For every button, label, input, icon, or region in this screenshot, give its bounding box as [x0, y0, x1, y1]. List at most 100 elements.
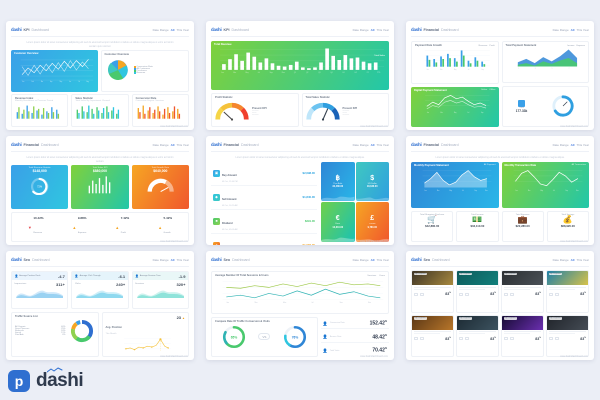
account-date: 08 Oct, 12:40 PM	[222, 181, 238, 184]
date-range-control[interactable]: Date Range All This Year	[153, 258, 189, 262]
total-payment-area-card[interactable]: Total Payment Statement Income Expense 1…	[501, 41, 589, 83]
svg-text:Jan: Jan	[22, 81, 24, 83]
dividend-row[interactable]: ■ Dividend 08 Oct, 09:05 AM $391.00	[211, 210, 317, 234]
media-tile-6[interactable]: Top Keyword 83%	[456, 314, 499, 357]
date-range-control[interactable]: Date Range All This Year	[353, 143, 389, 147]
media-tile-5[interactable]: Top Keyword 83%	[411, 314, 454, 357]
sales-bars-green-card[interactable]: Sales Statistic Total Sales By Departmen…	[71, 93, 129, 127]
buy-amount-row-2[interactable]: ● Buy Amount 07 Oct, 04:42 PM $1,082.00	[211, 234, 317, 245]
slide-1[interactable]: dashi KPI Dashboard Date Range All This …	[6, 21, 194, 130]
monthly-transaction-line-card[interactable]: Monthly Transaction Rate All Transaction…	[501, 161, 589, 209]
tag: Offline	[489, 89, 496, 91]
coins-tile[interactable]: Total Savings 💰 $68,920.00	[546, 211, 589, 242]
media-tile-1[interactable]: Top Keyword 83%	[411, 270, 454, 313]
buy-amount-row[interactable]: ▣ Buy Amount 08 Oct, 12:40 PM $2,698.00	[211, 162, 317, 186]
revenue-bars-blue-card[interactable]: Revenue Index Monthly Breakdown vs Previ…	[11, 93, 69, 127]
banknote-tile[interactable]: Total Income 💵 $32,110.00	[456, 211, 499, 242]
slide-8[interactable]: dashi Seo Dashboard Date Range All This …	[206, 251, 394, 360]
conversion-bars-orange-card[interactable]: Conversion Rate Conversion Engine Overvi…	[131, 93, 189, 127]
card-subtitle: Conversion Engine Overview	[135, 99, 164, 102]
media-percent: 83%	[535, 292, 541, 297]
seo-metric-2[interactable]: 👤 Average Click Through -6.1 Clicks 240+	[71, 271, 129, 309]
payment-rate-bars-card[interactable]: Payment Rate Growth Revenue Profit	[411, 41, 499, 84]
currency-pound[interactable]: £ Pound 9,780.00	[355, 202, 389, 242]
stat-icon	[414, 292, 418, 296]
total-revenue-green-bars-card[interactable]: Total Revenue Total Sales	[211, 41, 389, 90]
account-date: 08 Oct, 09:05 AM	[222, 229, 238, 232]
bar-chart: Jan Mar May Jul Sep	[424, 50, 490, 71]
sell-amount-row[interactable]: ◆ Sell Amount 08 Oct, 10:21 AM $1,840.00	[211, 186, 317, 210]
tag: Income	[567, 44, 575, 47]
shopping-cart-tile[interactable]: Total Shopping Purchase 🛒 $42,880.00	[411, 211, 454, 242]
metric-top-label: Average Position Rank	[19, 274, 41, 277]
svg-text:Mar: Mar	[255, 302, 258, 303]
slide-5[interactable]: dashi Financial Dashboard Date Range All…	[206, 136, 394, 245]
slide-6[interactable]: dashi Financial Dashboard Date Range All…	[406, 136, 594, 245]
currency-baht[interactable]: ฿ Thai Baht 32,480.00	[321, 161, 355, 202]
media-tile-3[interactable]: Top Keyword 83%	[501, 270, 544, 313]
seo-metric-1[interactable]: 👤 Average Position Rank -4.7 Impressions…	[11, 271, 69, 309]
avg-position-line-card[interactable]: Avg. Position This Month 23 ▲	[101, 312, 189, 357]
account-name: Dividend	[222, 222, 233, 226]
bag-tile[interactable]: Total Expense 💼 $22,280.00	[501, 211, 544, 242]
gauges-card[interactable]: Compare Rate Of Traffic Conversion & Vis…	[211, 316, 318, 357]
seo-metric-3[interactable]: 👤 Average Session Time -1.9 Sessions 320…	[131, 271, 189, 309]
digital-payment-line-card[interactable]: Digital Payment Statement Online Offline…	[411, 86, 499, 127]
stat-conversion[interactable]: 👤 Conversion Rate 152.42%	[320, 318, 389, 330]
date-range-control[interactable]: Date Range All This Year	[353, 28, 389, 32]
svg-text:Nov: Nov	[576, 190, 579, 192]
total-balance-tile[interactable]: Total 177.33k	[516, 99, 527, 113]
total-revenue-donut-card[interactable]: Total Revenue Statistic $148,000 72%	[11, 165, 69, 210]
person-icon: 👤	[322, 348, 328, 354]
date-range-value: All	[170, 27, 175, 32]
stat-bounce[interactable]: 👤 Bounce Rate 48.42%	[320, 332, 389, 343]
slide-4[interactable]: dashi Financial Dashboard Date Range All…	[6, 136, 194, 245]
total-sales-gauge-card[interactable]: Total Sales Statistic Present KPI	[301, 92, 389, 127]
slide-7[interactable]: dashi Seo Dashboard Date Range All This …	[6, 251, 194, 360]
traffic-source-donut-card[interactable]: Traffic Source List All Organic 40% Direc…	[11, 312, 99, 357]
stat-visits[interactable]: 👤 Total Visits 70.42%	[321, 346, 389, 356]
total-growth-gauge-card[interactable]: Total Growth Rate $640,000	[131, 165, 189, 210]
avg-session-line-card[interactable]: Average Number Of Total Sessions & Users…	[211, 271, 389, 314]
date-range-control[interactable]: Date Range All This Year	[153, 143, 189, 147]
currency-euro[interactable]: € Euro 12,310.00	[321, 202, 355, 242]
tag: Online	[480, 89, 488, 91]
thumbnail-image: Top Keyword	[502, 315, 543, 330]
stat-3[interactable]: ▲ 7.42% Profit	[115, 216, 129, 238]
row-value: 40%	[61, 326, 66, 328]
stat-value: 9.88%	[77, 216, 87, 221]
date-range-control[interactable]: Date Range All This Year	[553, 28, 589, 32]
brand: dashi Financial Dashboard	[411, 142, 459, 147]
gauge-value-label: Present KPI	[342, 107, 358, 111]
stat-icon	[554, 292, 559, 296]
date-range-alt: This Year	[576, 142, 589, 147]
stat-1[interactable]: ▼ 10.42% Revenue	[28, 216, 44, 238]
customer-overview-line-card[interactable]: Customer Overview Jan Feb Mar Apr May Jun	[11, 50, 98, 92]
slide-7-header: dashi Seo Dashboard Date Range All This …	[11, 255, 189, 264]
card-subtitle: Monthly Breakdown vs Previous Period	[15, 99, 54, 102]
balance-summary-card[interactable]: Total 177.33k	[501, 85, 589, 127]
monthly-payment-area-card[interactable]: Monthly Payment Statement All Payment Ja…	[411, 161, 499, 209]
card-title: Payment Rate Growth	[415, 44, 442, 47]
profit-margin-gauge-card[interactable]: Profit Statistic Present KPI ———	[211, 92, 299, 127]
slide-3[interactable]: dashi Financial Dashboard Date Range All…	[406, 21, 594, 130]
stat-2[interactable]: ▲ 9.88% Expense	[72, 216, 86, 238]
date-range-control[interactable]: Date Range All This Year	[553, 258, 589, 262]
slide-2[interactable]: dashi KPI Dashboard Date Range All This …	[206, 21, 394, 130]
media-tile-8[interactable]: Top Keyword 83%	[546, 314, 589, 357]
slide-9[interactable]: dashi Seo Dashboard Date Range All This …	[406, 251, 594, 360]
media-tile-4[interactable]: Top Keyword 83%	[546, 270, 589, 313]
media-tile-2[interactable]: Top Keyword 83%	[456, 270, 499, 313]
stat-icon	[464, 337, 469, 341]
media-tile-7[interactable]: Top Keyword 83%	[501, 314, 544, 357]
date-range-control[interactable]: Date Range All This Year	[353, 258, 389, 262]
total-sales-bars-card[interactable]: Total Sales KPI $880,000	[71, 165, 129, 210]
currency-dollar[interactable]: $ US Dollar 18,640.00	[355, 161, 389, 202]
customer-breakdown-pie-card[interactable]: Customer Overview Conversion Rate All Cu…	[100, 50, 189, 92]
date-range-control[interactable]: Date Range All This Year	[153, 28, 189, 32]
up-arrow-icon: ▲	[72, 224, 77, 230]
currency-label: Euro	[335, 223, 340, 226]
date-range-control[interactable]: Date Range All This Year	[553, 143, 589, 147]
currency-grid: ฿ Thai Baht 32,480.00 $ US Dollar 18,640…	[321, 161, 389, 242]
stat-4[interactable]: ▲ 5.42% Growth	[158, 216, 172, 238]
